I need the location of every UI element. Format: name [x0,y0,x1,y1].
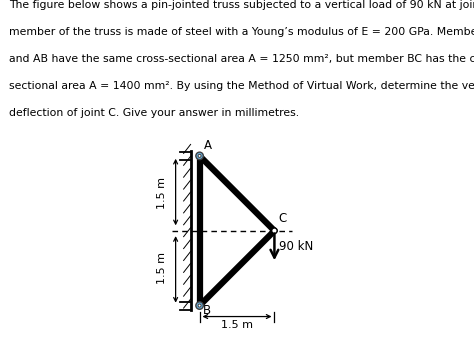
Text: 1.5 m: 1.5 m [221,319,253,330]
Circle shape [196,152,203,160]
Text: 90 kN: 90 kN [279,240,314,254]
Text: member of the truss is made of steel with a Young’s modulus of E = 200 GPa. Memb: member of the truss is made of steel wit… [9,27,474,37]
Text: C: C [278,212,287,225]
Text: B: B [202,304,211,317]
Circle shape [198,304,201,307]
Circle shape [198,154,201,158]
Text: deflection of joint C. Give your answer in millimetres.: deflection of joint C. Give your answer … [9,108,300,118]
Circle shape [196,302,203,309]
Text: The figure below shows a pin-jointed truss subjected to a vertical load of 90 kN: The figure below shows a pin-jointed tru… [9,0,474,10]
Text: 1.5 m: 1.5 m [157,252,167,284]
Circle shape [272,228,277,234]
Text: A: A [203,139,211,152]
Text: and AB have the same cross-sectional area A = 1250 mm², but member BC has the cr: and AB have the same cross-sectional are… [9,54,474,64]
Text: 1.5 m: 1.5 m [157,177,167,209]
Text: sectional area A = 1400 mm². By using the Method of Virtual Work, determine the : sectional area A = 1400 mm². By using th… [9,81,474,91]
